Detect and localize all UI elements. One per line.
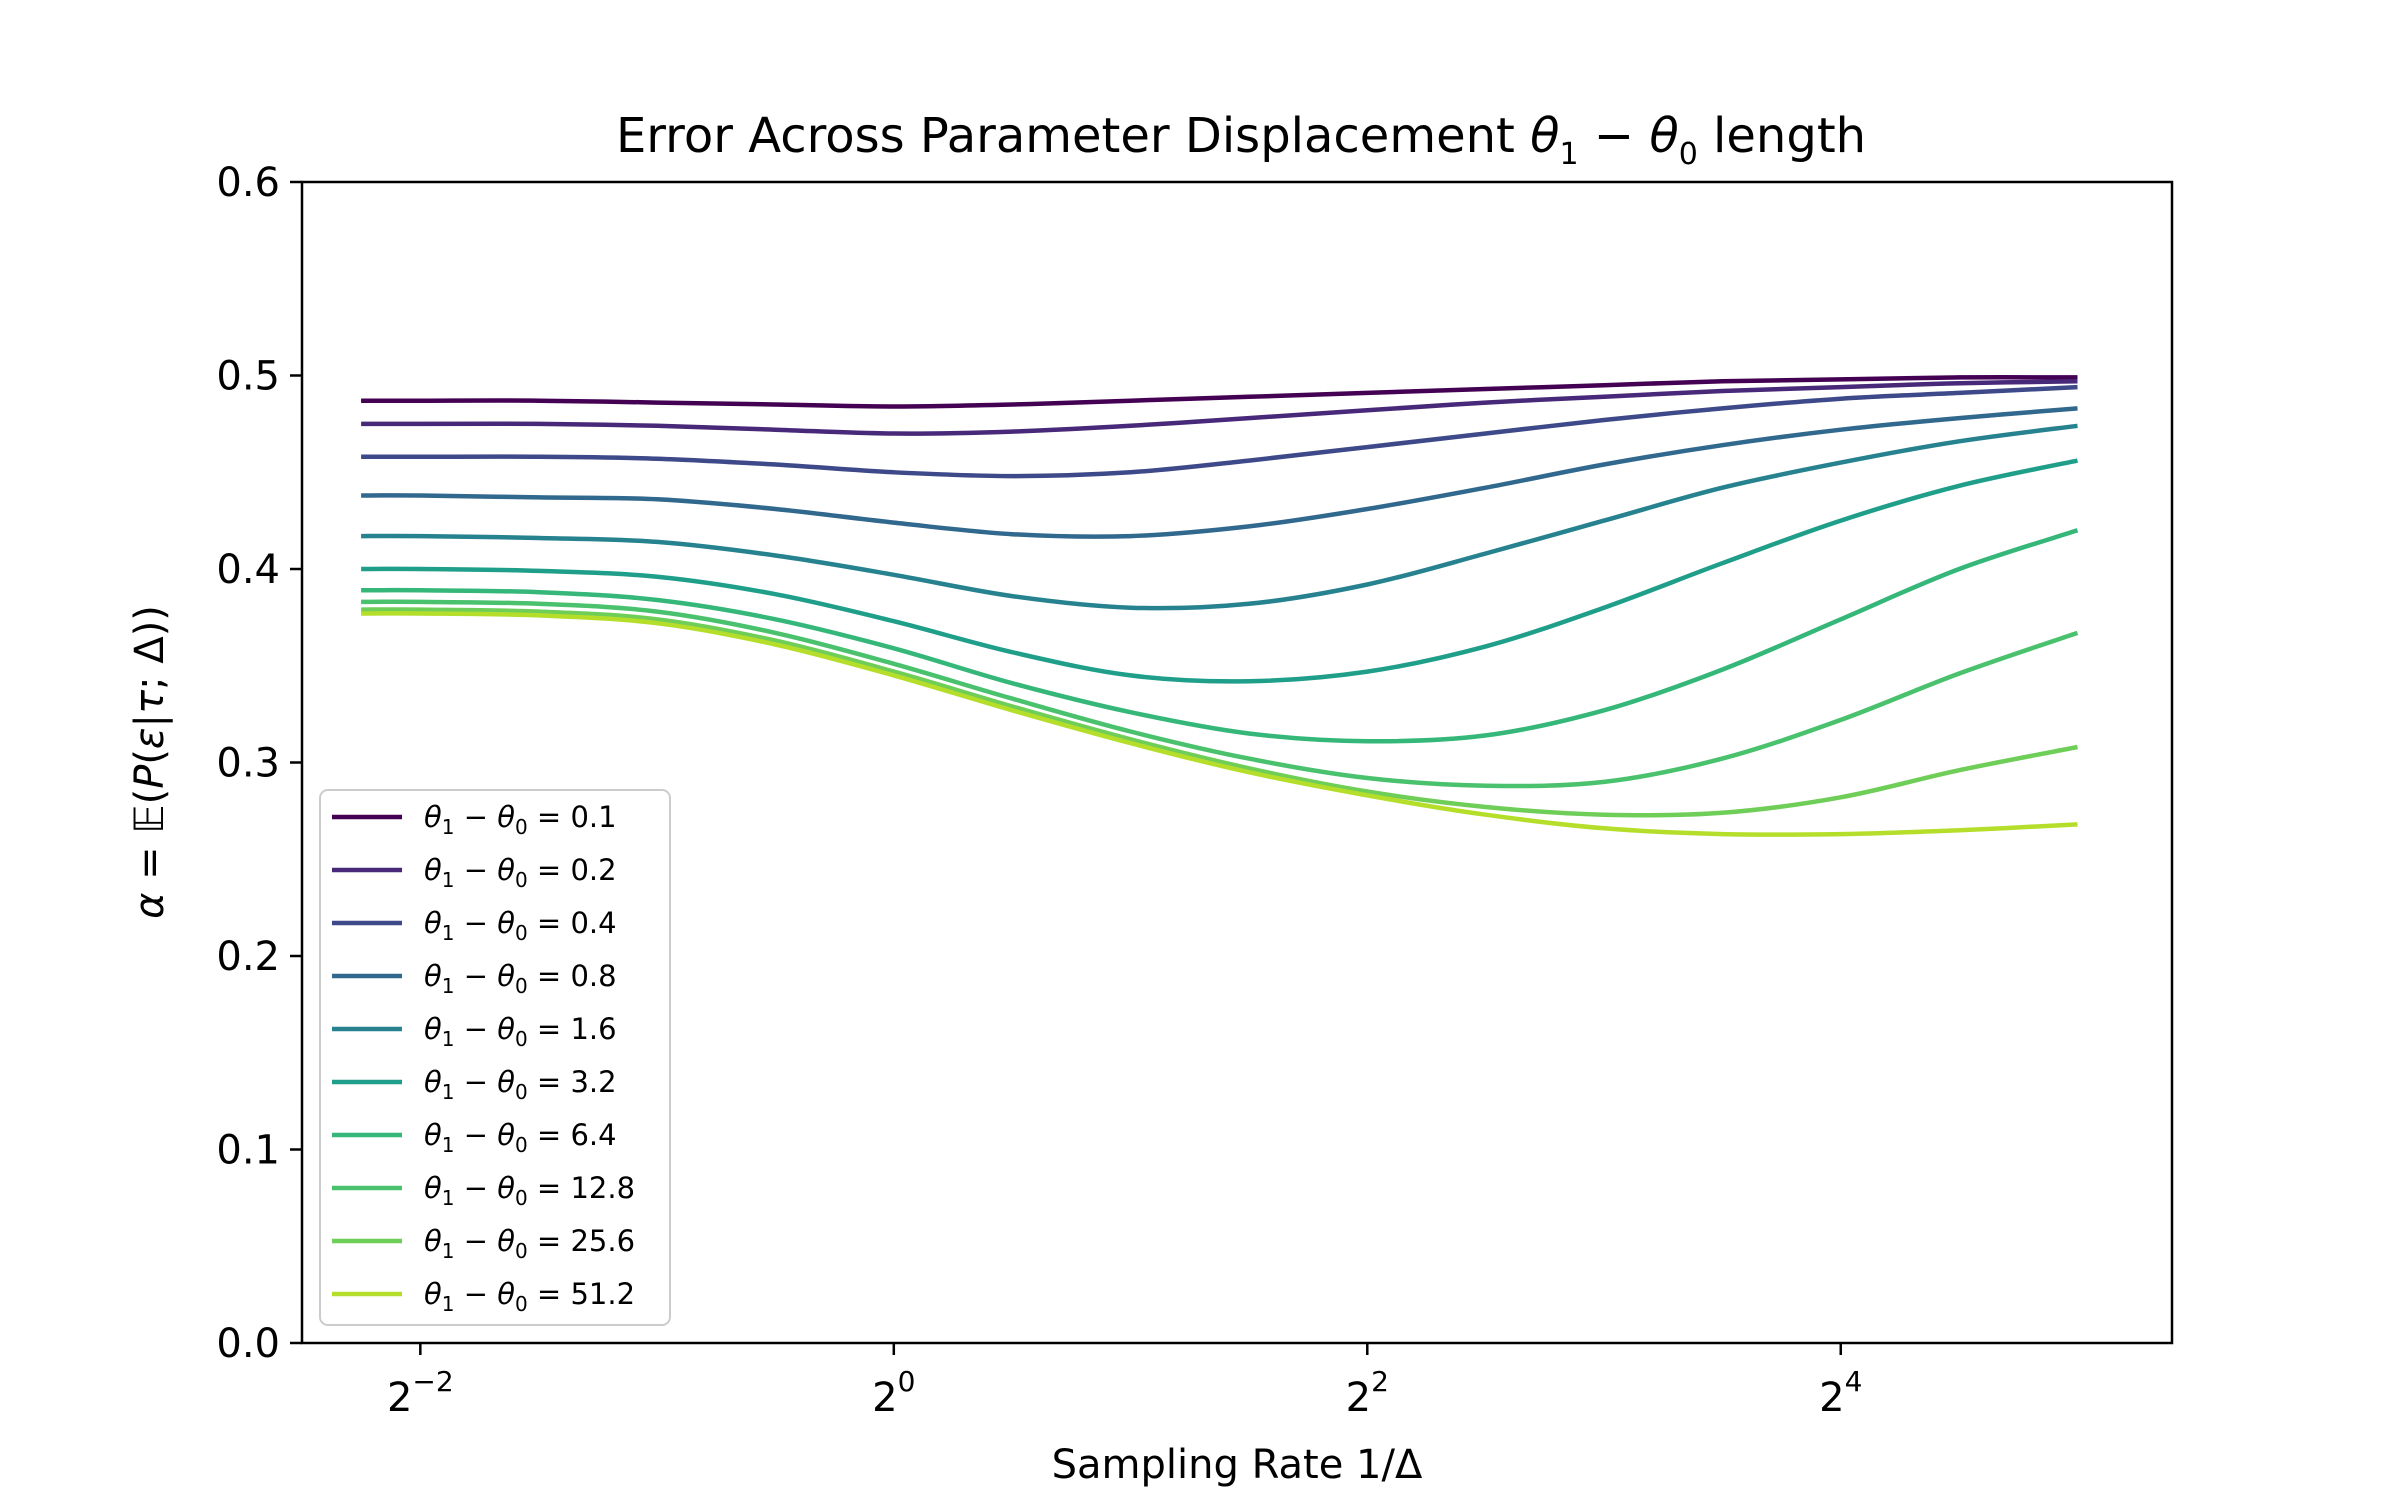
- y-tick-label: 0.6: [216, 160, 280, 206]
- x-axis-ticks: 2−2 20 22 24: [387, 1343, 1862, 1421]
- y-tick-label: 0.4: [216, 547, 280, 593]
- series-line-8: [361, 599, 2079, 789]
- series-line-6: [361, 458, 2078, 684]
- y-axis-label: α = 𝔼(P(ε|τ; Δ)): [127, 605, 173, 919]
- legend-entry: θ1 − θ0 = 1.6: [424, 1012, 617, 1051]
- series-line-7: [361, 528, 2079, 744]
- legend-entry: θ1 − θ0 = 0.2: [424, 853, 617, 892]
- legend-entry: θ1 − θ0 = 0.8: [424, 959, 617, 998]
- series-line-4: [361, 406, 2078, 539]
- x-tick-label: 24: [1819, 1365, 1862, 1421]
- legend-frame: [319, 789, 671, 1326]
- series-line-1: [361, 375, 2078, 409]
- legend-entry: θ1 − θ0 = 51.2: [424, 1277, 635, 1316]
- x-tick-label: 2−2: [387, 1365, 454, 1421]
- x-axis-label: Sampling Rate 1/Δ: [1052, 1442, 1423, 1488]
- legend-entry: θ1 − θ0 = 3.2: [424, 1065, 617, 1104]
- series-line-3: [361, 384, 2078, 479]
- legend-entry: θ1 − θ0 = 6.4: [424, 1118, 617, 1157]
- x-tick-label: 20: [872, 1365, 915, 1421]
- series-layer: [361, 375, 2079, 837]
- legend-entry: θ1 − θ0 = 25.6: [424, 1224, 635, 1263]
- series-line-2: [361, 379, 2078, 436]
- chart-title: Error Across Parameter Displacement θ1 −…: [616, 108, 1866, 172]
- y-axis-ticks: 0.0 0.1 0.2 0.3 0.4 0.5 0.6: [216, 160, 302, 1367]
- series-line-10: [361, 611, 2078, 837]
- legend-entry: θ1 − θ0 = 0.1: [424, 800, 617, 839]
- y-tick-label: 0.5: [216, 354, 280, 400]
- x-tick-label: 22: [1346, 1365, 1389, 1421]
- series-line-9: [361, 607, 2078, 818]
- y-tick-label: 0.2: [216, 934, 280, 980]
- legend-entry: θ1 − θ0 = 0.4: [424, 906, 617, 945]
- y-tick-label: 0.0: [216, 1321, 280, 1367]
- y-tick-label: 0.3: [216, 741, 280, 787]
- legend-entry: θ1 − θ0 = 12.8: [424, 1171, 635, 1210]
- series-line-5: [361, 423, 2078, 611]
- legend: θ1 − θ0 = 0.1 θ1 − θ0 = 0.2 θ1 − θ0 = 0.4 θ…: [319, 789, 671, 1326]
- y-tick-label: 0.1: [216, 1128, 280, 1174]
